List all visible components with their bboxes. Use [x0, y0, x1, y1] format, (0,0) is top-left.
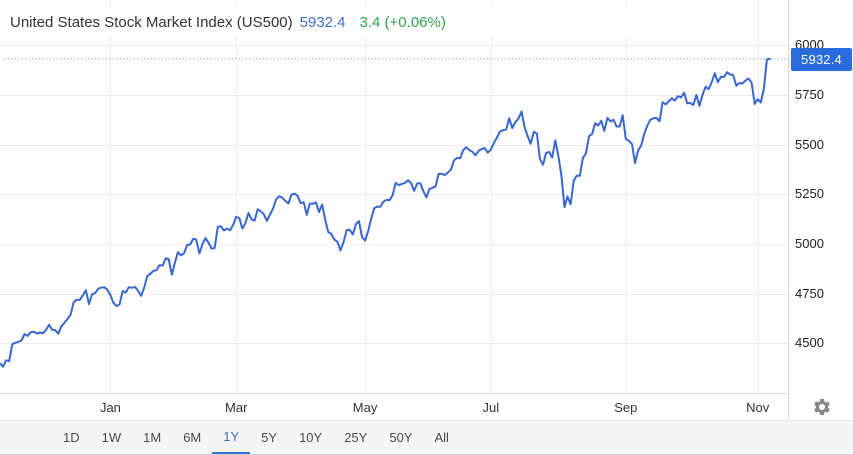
- y-axis-tick-label: 4500: [795, 335, 824, 351]
- gear-icon-svg: [814, 399, 830, 415]
- price-chart-canvas[interactable]: [0, 0, 853, 420]
- y-axis-tick-label: 5000: [795, 236, 824, 252]
- range-button-25y[interactable]: 25Y: [333, 421, 378, 454]
- x-axis-tick-label: Nov: [746, 400, 770, 415]
- x-axis-tick-label: Jan: [99, 400, 121, 415]
- y-axis-tick-label: 4750: [795, 285, 824, 301]
- x-axis-tick-label: Mar: [225, 400, 248, 415]
- current-price-badge: 5932.4: [791, 48, 852, 71]
- price-series-line[interactable]: [0, 57, 771, 368]
- gear-icon[interactable]: [812, 397, 832, 417]
- header-change: 3.4 (+0.06%): [359, 13, 446, 31]
- x-axis-tick-label: May: [352, 400, 378, 415]
- y-axis-tick-label: 5750: [795, 87, 824, 103]
- x-axis-tick-label: Jul: [482, 400, 500, 415]
- x-axis-tick-label: Sep: [614, 400, 638, 415]
- chart-header: United States Stock Market Index (US500)…: [0, 7, 730, 37]
- y-axis-tick-label: 5250: [795, 186, 824, 202]
- range-button-all[interactable]: All: [423, 421, 459, 454]
- chart-title: United States Stock Market Index (US500): [10, 13, 293, 31]
- range-button-1d[interactable]: 1D: [52, 421, 91, 454]
- y-axis-tick-label: 5500: [795, 136, 824, 152]
- range-button-1w[interactable]: 1W: [91, 421, 133, 454]
- header-last-value: 5932.4: [299, 13, 346, 31]
- range-button-5y[interactable]: 5Y: [250, 421, 288, 454]
- range-button-1m[interactable]: 1M: [132, 421, 172, 454]
- range-button-6m[interactable]: 6M: [172, 421, 212, 454]
- range-button-1y[interactable]: 1Y: [212, 421, 251, 454]
- range-toolbar: 1D 1W 1M 6M 1Y 5Y 10Y 25Y 50Y All: [0, 420, 853, 455]
- range-button-50y[interactable]: 50Y: [378, 421, 423, 454]
- range-button-10y[interactable]: 10Y: [288, 421, 333, 454]
